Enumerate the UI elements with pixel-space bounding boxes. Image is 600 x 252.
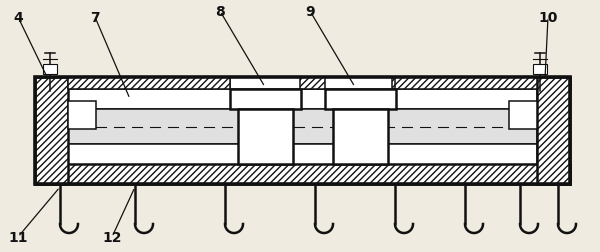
Text: 8: 8 <box>215 5 225 19</box>
Bar <box>35 78 570 90</box>
Text: 12: 12 <box>102 230 122 244</box>
Bar <box>68 102 96 130</box>
Bar <box>35 78 570 184</box>
Bar <box>68 90 537 110</box>
Bar <box>68 78 230 90</box>
Bar <box>533 65 547 75</box>
Text: 10: 10 <box>538 11 557 25</box>
Bar <box>537 78 570 184</box>
Bar <box>35 78 68 184</box>
Bar <box>238 110 293 164</box>
Bar <box>68 144 537 164</box>
Bar <box>43 65 57 75</box>
Bar <box>300 78 325 90</box>
Bar <box>230 90 301 110</box>
Text: 9: 9 <box>305 5 315 19</box>
Bar <box>68 110 537 144</box>
Bar <box>325 90 396 110</box>
Bar <box>395 78 537 90</box>
Bar <box>509 102 537 130</box>
Bar <box>333 110 388 164</box>
Bar <box>35 164 570 184</box>
Text: 7: 7 <box>90 11 100 25</box>
Text: 11: 11 <box>8 230 28 244</box>
Text: 4: 4 <box>13 11 23 25</box>
Bar <box>230 78 392 90</box>
